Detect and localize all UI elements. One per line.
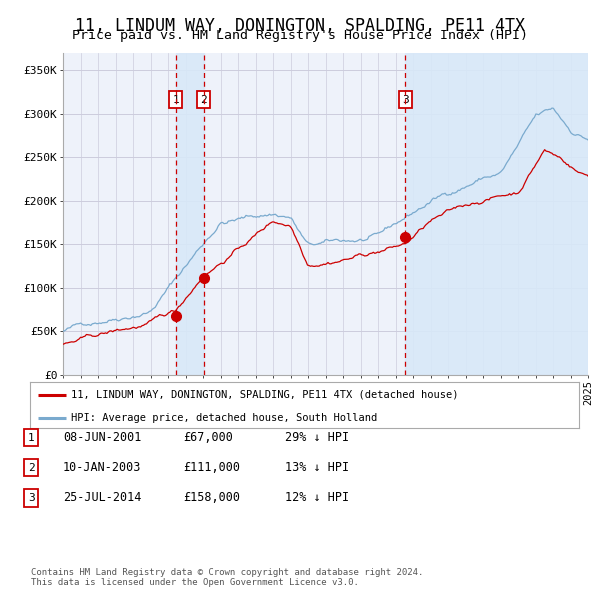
Text: 13% ↓ HPI: 13% ↓ HPI — [285, 461, 349, 474]
Text: 3: 3 — [28, 493, 35, 503]
Text: 25-JUL-2014: 25-JUL-2014 — [63, 491, 142, 504]
Bar — [405, 53, 588, 375]
Text: £67,000: £67,000 — [183, 431, 233, 444]
Text: HPI: Average price, detached house, South Holland: HPI: Average price, detached house, Sout… — [71, 412, 377, 422]
Text: £158,000: £158,000 — [183, 491, 240, 504]
Bar — [176, 53, 203, 375]
Text: 2: 2 — [28, 463, 35, 473]
Text: 1: 1 — [172, 95, 179, 104]
Text: 3: 3 — [402, 95, 409, 104]
Text: 11, LINDUM WAY, DONINGTON, SPALDING, PE11 4TX (detached house): 11, LINDUM WAY, DONINGTON, SPALDING, PE1… — [71, 389, 458, 399]
Text: Price paid vs. HM Land Registry's House Price Index (HPI): Price paid vs. HM Land Registry's House … — [72, 30, 528, 42]
Text: 29% ↓ HPI: 29% ↓ HPI — [285, 431, 349, 444]
Text: Contains HM Land Registry data © Crown copyright and database right 2024.
This d: Contains HM Land Registry data © Crown c… — [31, 568, 424, 587]
Text: £111,000: £111,000 — [183, 461, 240, 474]
Text: 1: 1 — [28, 433, 35, 442]
Text: 2: 2 — [200, 95, 207, 104]
Text: 10-JAN-2003: 10-JAN-2003 — [63, 461, 142, 474]
Text: 08-JUN-2001: 08-JUN-2001 — [63, 431, 142, 444]
Text: 12% ↓ HPI: 12% ↓ HPI — [285, 491, 349, 504]
Text: 11, LINDUM WAY, DONINGTON, SPALDING, PE11 4TX: 11, LINDUM WAY, DONINGTON, SPALDING, PE1… — [75, 17, 525, 35]
